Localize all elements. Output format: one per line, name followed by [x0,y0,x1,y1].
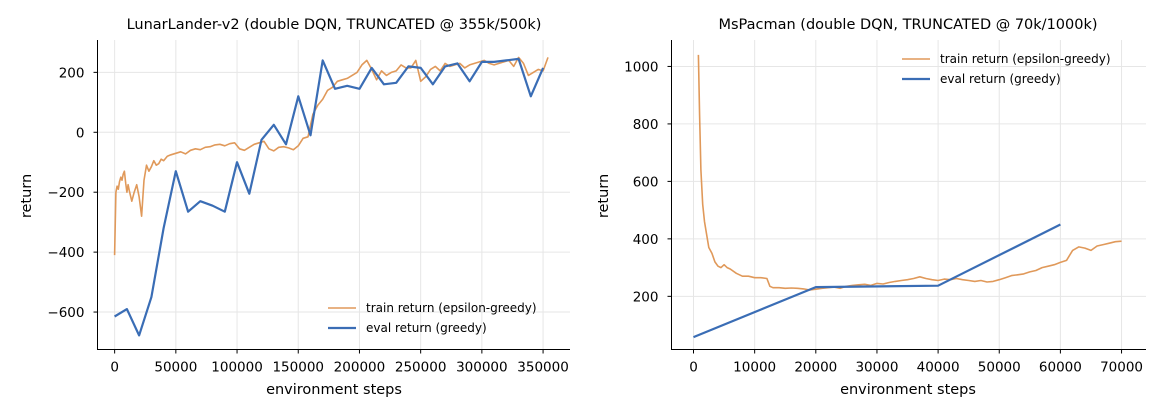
grid [97,40,570,350]
chart-lunarlander: LunarLander-v2 (double DQN, TRUNCATED @ … [19,17,570,398]
x-tick-label: 10000 [733,360,776,376]
x-tick-label: 70000 [1100,360,1143,376]
axes-spines [97,40,570,350]
x-tick-label: 50000 [154,360,197,376]
legend-label-eval: eval return (greedy) [940,72,1061,86]
x-tick-label: 20000 [794,360,837,376]
y-tick-label: 200 [59,65,85,81]
eval-return-line [693,223,1061,339]
x-tick-label: 0 [689,360,698,376]
x-tick-label: 250000 [395,360,447,376]
series-layer [693,54,1122,339]
x-axis-label: environment steps [840,382,976,398]
y-tick-label: 0 [76,125,85,141]
y-axis-label: return [596,174,612,218]
grid [671,40,1146,350]
x-tick-label: 350000 [517,360,569,376]
train-return-line [113,56,549,256]
legend-label-train: train return (epsilon-greedy) [366,301,537,315]
x-tick-label: 30000 [855,360,898,376]
eval-return-line [114,57,545,337]
x-tick-label: 100000 [211,360,263,376]
y-axis: 200 400 600 800 1000 [624,59,672,305]
y-tick-label: 600 [633,174,659,190]
y-tick-label: 200 [633,289,659,305]
x-tick-label: 50000 [978,360,1021,376]
axes-spines [671,40,1146,350]
y-tick-label: 1000 [624,59,658,75]
y-axis-label: return [19,174,35,218]
x-tick-label: 300000 [456,360,508,376]
legend-label-eval: eval return (greedy) [366,321,487,335]
legend: train return (epsilon-greedy) eval retur… [328,301,537,335]
legend: train return (epsilon-greedy) eval retur… [902,52,1111,86]
chart-title: LunarLander-v2 (double DQN, TRUNCATED @ … [127,17,542,33]
x-tick-label: 60000 [1039,360,1082,376]
x-tick-label: 200000 [334,360,386,376]
x-axis: 0 10000 20000 30000 40000 50000 60000 70000 [689,349,1143,376]
x-tick-label: 150000 [272,360,324,376]
x-axis-label: environment steps [266,382,402,398]
y-axis: −600 −400 −200 0 200 [47,65,98,321]
series-layer [113,56,549,337]
x-axis: 0 50000 100000 150000 200000 250000 300000 3500… [110,349,569,376]
y-tick-label: 400 [633,232,659,248]
y-tick-label: −200 [47,185,84,201]
x-tick-label: 40000 [917,360,960,376]
chart-mspacman: MsPacman (double DQN, TRUNCATED @ 70k/10… [596,17,1146,398]
y-tick-label: 800 [633,117,659,133]
chart-title: MsPacman (double DQN, TRUNCATED @ 70k/10… [718,17,1097,33]
train-return-line [697,54,1122,291]
x-tick-label: 0 [110,360,119,376]
y-tick-label: −600 [47,305,84,321]
y-tick-label: −400 [47,245,84,261]
legend-label-train: train return (epsilon-greedy) [940,52,1111,66]
